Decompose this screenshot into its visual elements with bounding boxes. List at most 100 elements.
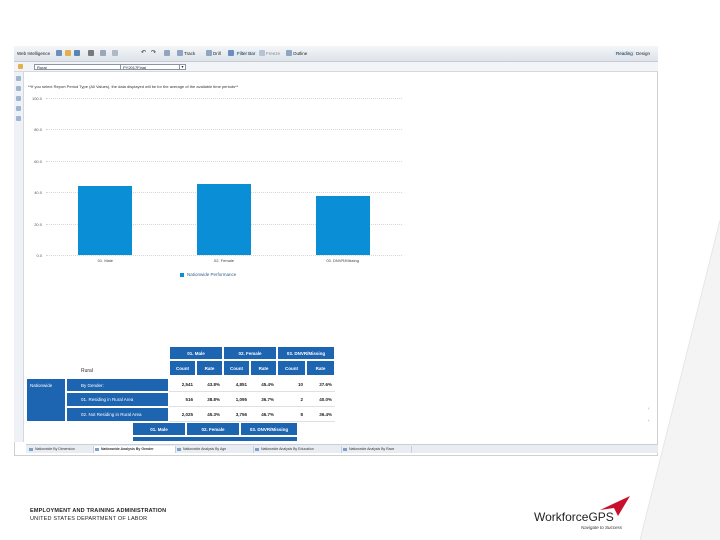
freeze-button[interactable]: Freeze — [266, 51, 281, 56]
column-header[interactable]: Rate — [306, 360, 335, 376]
table-cell: 3,756 — [223, 407, 250, 422]
period-select-value: PY2017Final — [123, 65, 146, 70]
tab-analysis-by-education[interactable]: Nationwide Analysis By Education — [254, 446, 342, 453]
input-controls-icon[interactable] — [16, 96, 21, 101]
table-cell: 46.7% — [250, 407, 277, 422]
table-cell: 45.4% — [250, 378, 277, 392]
refresh-icon[interactable] — [164, 50, 170, 56]
track-icon[interactable] — [177, 50, 183, 56]
table-cell: 36.4% — [306, 407, 335, 422]
table-cell: 40.0% — [306, 392, 335, 407]
toolbar: Web Intelligence ↶ ↷ Track Drill Filter … — [14, 46, 658, 62]
undo-icon[interactable]: ↶ — [141, 50, 147, 56]
web-service-icon[interactable] — [16, 116, 21, 121]
document-structure-icon[interactable] — [16, 76, 21, 81]
row-header[interactable]: 01. Residing in Rural Area — [66, 392, 169, 407]
column-header[interactable]: Count — [223, 360, 250, 376]
chart-bar[interactable] — [197, 183, 251, 255]
table-cell: 43.8% — [196, 378, 223, 392]
gridline — [46, 98, 402, 99]
report-tab-icon — [29, 448, 33, 451]
track-button[interactable]: Track — [184, 51, 196, 56]
report-note: **If you select Report Period Type (All … — [28, 84, 239, 89]
report-tab-icon — [255, 448, 259, 451]
table-cell: 37.6% — [306, 378, 335, 392]
column-header[interactable]: Rate — [250, 360, 277, 376]
table-cell: 2 — [277, 392, 306, 407]
table-cell: 2,025 — [169, 407, 196, 422]
user-prompt-icon[interactable] — [16, 106, 21, 111]
design-mode-button[interactable]: Design — [636, 51, 651, 56]
save-icon[interactable] — [74, 50, 80, 56]
table-cell: 45.3% — [196, 407, 223, 422]
reading-mode-button[interactable]: Reading — [614, 51, 635, 56]
redo-icon[interactable]: ↷ — [151, 50, 157, 56]
filter-bar-icon — [18, 64, 23, 69]
location-select-value: Rural — [37, 65, 47, 70]
tab-nationwide-by-dimension[interactable]: Nationwide By Dimension — [28, 446, 94, 453]
new-doc-icon[interactable] — [56, 50, 62, 56]
row-header-nationwide[interactable]: Nationwide — [26, 378, 66, 422]
navigation-map-icon[interactable] — [16, 86, 21, 91]
legend-swatch — [180, 272, 184, 277]
group-header-repeat[interactable]: 02. Female — [186, 422, 240, 436]
drill-icon[interactable] — [206, 50, 212, 56]
table-cell: 4,851 — [223, 378, 250, 392]
report-tab-icon — [343, 448, 347, 451]
tab-analysis-by-age[interactable]: Nationwide Analysis By Age — [176, 446, 254, 453]
chart-bar[interactable] — [78, 186, 133, 255]
tab-label: Nationwide Analysis By Education — [261, 447, 314, 451]
filter-bar-button[interactable]: Filter Bar — [235, 51, 258, 56]
outline-icon[interactable] — [286, 50, 292, 56]
tab-label: Nationwide Analysis By Race — [349, 447, 395, 451]
scroll-up-icon[interactable]: ‹ — [648, 406, 650, 412]
gridline — [46, 255, 402, 256]
period-select[interactable]: PY2017Final ▼ — [120, 64, 186, 70]
x-tick-label: 01. Male — [97, 258, 113, 263]
group-header[interactable]: 01. Male — [169, 346, 223, 360]
table-title: Rural — [81, 368, 93, 374]
scroll-down-icon[interactable]: ‹ — [648, 418, 650, 424]
open-folder-icon[interactable] — [65, 50, 71, 56]
tab-analysis-by-race[interactable]: Nationwide Analysis By Race — [342, 446, 412, 453]
column-header[interactable]: Count — [169, 360, 196, 376]
outline-button[interactable]: Outline — [293, 51, 308, 56]
freeze-icon[interactable] — [259, 50, 265, 56]
tab-analysis-by-gender[interactable]: Nationwide Analysis By Gender — [94, 446, 176, 453]
chart-bar[interactable] — [315, 195, 370, 255]
table-cell: 2,541 — [169, 378, 196, 392]
column-header[interactable]: Rate — [196, 360, 223, 376]
logo-tagline: Navigate to Success — [581, 525, 623, 530]
export-icon[interactable] — [100, 50, 106, 56]
print-icon[interactable] — [88, 50, 94, 56]
app-label[interactable]: Web Intelligence — [17, 51, 51, 56]
group-header[interactable]: 03. DNVR/Missing — [277, 346, 335, 360]
report-tab-icon — [177, 448, 181, 451]
corner-decoration — [640, 220, 720, 540]
row-header[interactable]: 02. Not Residing in Rural Area — [66, 407, 169, 422]
footer-department: UNITED STATES DEPARTMENT OF LABOR — [30, 516, 148, 522]
table-cell: 8 — [277, 407, 306, 422]
y-tick-label: 40.0 — [34, 190, 42, 196]
tab-label: Nationwide By Dimension — [35, 447, 75, 451]
y-tick-label: 20.0 — [34, 221, 42, 227]
workforcegps-logo: WorkforceGPS — [534, 510, 614, 524]
logo-arrow-icon — [600, 496, 630, 516]
filter-icon[interactable] — [228, 50, 234, 56]
report-tabs: Nationwide By Dimension Nationwide Analy… — [26, 444, 658, 453]
row-header[interactable]: By Gender: — [66, 378, 169, 392]
group-header-repeat[interactable]: 03. DNVR/Missing — [240, 422, 298, 436]
y-tick-label: 0.0 — [36, 253, 42, 258]
tab-label: Nationwide Analysis By Age — [183, 447, 227, 451]
y-tick-label: 60.0 — [34, 158, 42, 164]
y-tick-label: 80.0 — [34, 127, 42, 133]
header-band-strip — [132, 436, 298, 442]
table-cell: 516 — [169, 392, 196, 407]
column-header[interactable]: Count — [277, 360, 306, 376]
table-cell: 38.8% — [196, 392, 223, 407]
chevron-down-icon[interactable]: ▼ — [179, 65, 185, 69]
view-icon[interactable] — [112, 50, 118, 56]
group-header[interactable]: 02. Female — [223, 346, 277, 360]
group-header-repeat[interactable]: 01. Male — [132, 422, 186, 436]
drill-button[interactable]: Drill — [213, 51, 221, 56]
